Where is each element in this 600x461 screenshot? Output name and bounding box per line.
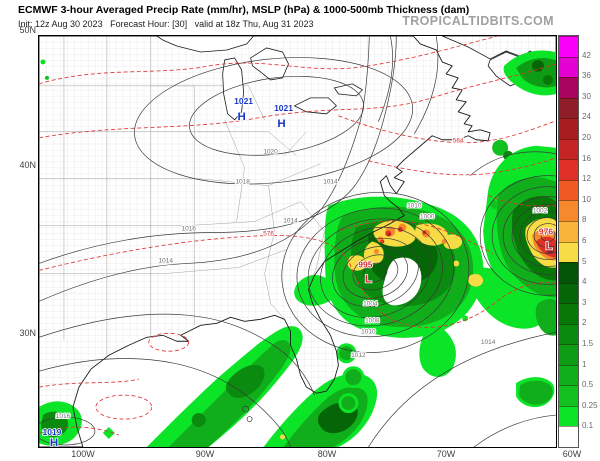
colorbar-block: [559, 426, 578, 447]
isobar-value-label: 1000: [420, 214, 435, 221]
isobar-value-label: 1004: [363, 300, 378, 307]
colorbar-block: [559, 241, 578, 263]
isobar-value-label: 1014: [323, 179, 338, 186]
isobar-value-label: 1010: [361, 328, 376, 335]
isobar-value-label: 1018: [235, 179, 250, 186]
lon-axis-label: 90W: [195, 449, 215, 459]
colorbar-tick-label: 1.5: [582, 339, 594, 348]
chart-subtitle: Init: 12z Aug 30 2023 Forecast Hour: [30…: [18, 18, 314, 29]
colorbar-block: [559, 118, 578, 139]
colorbar-block: [559, 323, 578, 345]
colorbar-tick-label: 16: [582, 153, 591, 163]
colorbar-tick-label: 0.25: [582, 400, 598, 410]
lat-axis-label: 30N: [19, 328, 36, 338]
site-watermark: TROPICALTIDBITS.COM: [402, 14, 554, 28]
precip-colorbar-ticks: 42 36 30 24 20 16 12 10 8 6 5 4 3 2 1.5 1 0.5 0.25 0.1: [582, 35, 600, 447]
pressure-center-value: 1021: [234, 96, 253, 106]
lat-axis-label: 50N: [19, 25, 36, 35]
pressure-center-low: L: [546, 240, 553, 252]
thickness-layer: [39, 36, 556, 436]
lake-erie: [293, 97, 338, 115]
pressure-center-value: 1021: [274, 103, 293, 113]
lake-ontario: [333, 83, 364, 97]
colorbar-tick-label: 4: [582, 277, 587, 287]
colorbar-block: [559, 138, 578, 160]
colorbar-tick-label: 1: [582, 359, 587, 369]
chart-title: ECMWF 3-hour Averaged Precip Rate (mm/hr…: [18, 4, 470, 16]
isobar-value-label: 1016: [182, 226, 197, 233]
lat-axis-label: 40N: [19, 160, 36, 170]
precip-layer: [39, 50, 556, 447]
lon-axis-label: 60W: [562, 449, 582, 459]
lon-axis-label: 100W: [71, 449, 95, 459]
colorbar-block: [559, 36, 578, 57]
pressure-center-high: H: [50, 437, 58, 447]
colorbar-tick-label: 10: [582, 194, 591, 204]
pressure-center-value: 976: [539, 227, 553, 237]
colorbar-tick-label: 36: [582, 71, 591, 81]
colorbar-block: [559, 405, 578, 427]
thickness-value-label: 564: [453, 138, 464, 145]
pressure-center-high: H: [277, 118, 285, 130]
isobar-layer: [39, 36, 556, 447]
isobar-value-label: 1002: [533, 208, 548, 215]
colorbar-block: [559, 344, 578, 365]
map-canvas[interactable]: 1020 1018 1016 1014 1014 1014 1014 1012 1010 1008…: [38, 35, 557, 448]
lon-axis-label: 70W: [436, 449, 456, 459]
lon-axis-label: 80W: [317, 449, 337, 459]
map-labels-layer: 1020 1018 1016 1014 1014 1014 1014 1012 1010 1008…: [42, 95, 554, 447]
isobar-value-label: 1008: [365, 317, 380, 324]
colorbar-block: [559, 282, 578, 304]
colorbar-tick-label: 24: [582, 112, 591, 122]
colorbar-tick-label: 3: [582, 297, 587, 307]
colorbar-block: [559, 179, 578, 201]
colorbar-block: [559, 303, 578, 324]
colorbar-block: [559, 385, 578, 406]
state-borders: [39, 36, 325, 358]
weather-map-svg: 1020 1018 1016 1014 1014 1014 1014 1012 1010 1008…: [39, 36, 556, 447]
colorbar-tick-label: 0.5: [582, 380, 594, 390]
precip-colorbar: [558, 35, 579, 448]
colorbar-block: [559, 220, 578, 242]
colorbar-tick-label: 0.1: [582, 421, 594, 431]
colorbar-block: [559, 56, 578, 78]
pressure-center-low: L: [365, 273, 372, 285]
colorbar-block: [559, 364, 578, 386]
colorbar-tick-label: 20: [582, 133, 591, 142]
isobar-value-label: 1012: [351, 352, 366, 359]
colorbar-block: [559, 200, 578, 221]
colorbar-block: [559, 77, 578, 98]
pressure-center-value: 995: [358, 259, 372, 269]
pressure-center-value: 1019: [43, 427, 62, 437]
pressure-center-high: H: [237, 111, 245, 123]
colorbar-tick-label: 2: [582, 318, 587, 328]
colorbar-block: [559, 262, 578, 283]
colorbar-tick-label: 8: [582, 215, 587, 225]
colorbar-tick-label: 30: [582, 91, 591, 101]
lake-superior: [156, 36, 255, 53]
isobar-value-label: 1010: [407, 203, 422, 210]
isobar-value-label: 1016: [56, 413, 71, 420]
colorbar-tick-label: 6: [582, 236, 587, 245]
colorbar-tick-label: 42: [582, 50, 591, 60]
thickness-value-label: 576: [263, 231, 274, 238]
isobar-value-label: 1014: [159, 257, 174, 264]
colorbar-tick-label: 12: [582, 174, 591, 184]
colorbar-tick-label: 5: [582, 256, 587, 266]
isobar-value-label: 1020: [263, 149, 278, 156]
colorbar-block: [559, 97, 578, 119]
colorbar-block: [559, 159, 578, 180]
isobar-value-label: 1014: [481, 339, 496, 346]
isobar-value-label: 1014: [283, 218, 298, 225]
